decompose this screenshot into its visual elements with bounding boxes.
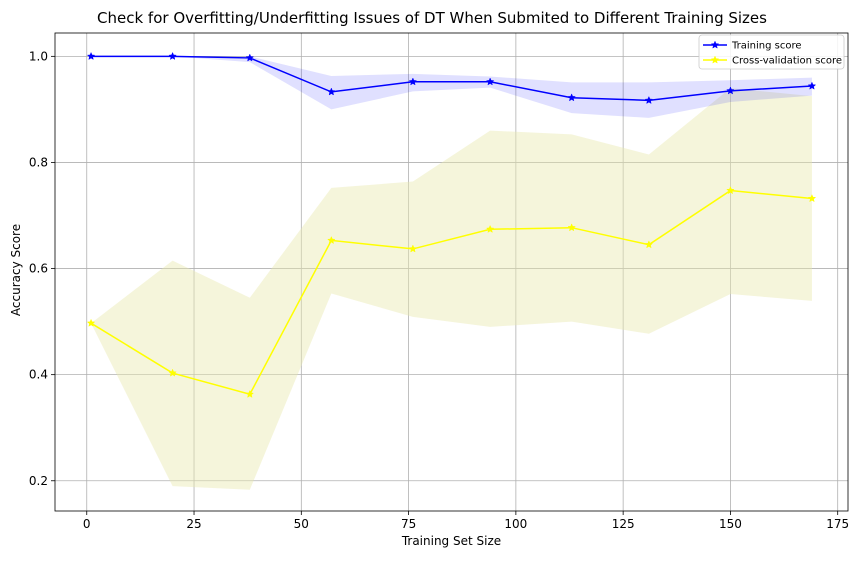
series-markers <box>86 51 817 398</box>
training-scorepoint <box>245 53 255 62</box>
x-tick-label: 50 <box>294 517 309 531</box>
legend-marker-cross-validation-score <box>710 55 720 64</box>
legend-marker-training-score <box>710 40 720 49</box>
training-scorepoint <box>86 51 96 60</box>
series-lines <box>90 55 813 396</box>
legend-label: Training score <box>731 41 802 52</box>
training-scorepoint <box>485 77 495 86</box>
y-axis-label: Accuracy Score <box>9 224 23 316</box>
training-scoreband <box>91 56 812 118</box>
x-tick-label: 0 <box>83 517 91 531</box>
x-tick-label: 150 <box>719 517 742 531</box>
cross-validation-scorepoint <box>86 318 96 327</box>
x-tick-label: 100 <box>504 517 527 531</box>
training-scorepoint <box>168 51 177 60</box>
training-scorepoint <box>644 95 654 104</box>
cross-validation-scorepoint <box>644 240 654 249</box>
cross-validation-scorepoint <box>485 224 495 233</box>
x-tick-label: 25 <box>186 517 201 531</box>
cross-validation-scorepoint <box>245 389 255 398</box>
axes-frame <box>54 32 849 512</box>
y-tick-label: 1.0 <box>29 49 48 63</box>
y-tick-label: 0.4 <box>29 368 48 382</box>
training-scorepoint <box>807 81 817 90</box>
training-scorepoint <box>408 77 418 86</box>
x-axis-ticks: 0 25 50 75 100 125 150 175 <box>83 511 849 531</box>
training-scoreline <box>91 55 812 102</box>
legend: Training score Cross-validation score <box>698 34 845 70</box>
std-bands <box>91 56 812 490</box>
legend-box <box>698 34 845 70</box>
cross-validation-scorepoint <box>327 235 336 245</box>
cross-validation-scorepoint <box>408 244 418 253</box>
training-scorepoint <box>567 93 576 102</box>
y-axis-ticks: 0.2 0.4 0.6 0.8 1.0 <box>29 49 55 488</box>
x-axis-label: Training Set Size <box>401 534 501 548</box>
cross-validation-scorepoint <box>168 368 177 377</box>
cross-validation-scorepoint <box>567 223 576 232</box>
cross-validation-scoreband <box>91 88 812 490</box>
cross-validation-scorepoint <box>807 194 817 203</box>
x-tick-label: 75 <box>401 517 416 531</box>
y-tick-label: 0.2 <box>29 474 48 488</box>
chart-title: Check for Overfitting/Underfitting Issue… <box>97 9 767 27</box>
y-tick-label: 0.6 <box>29 262 48 276</box>
training-scorepoint <box>327 87 336 96</box>
legend-label: Cross-validation score <box>732 56 842 67</box>
x-tick-label: 175 <box>826 517 849 531</box>
x-tick-label: 125 <box>612 517 635 531</box>
cross-validation-scorepoint <box>726 186 735 195</box>
training-scorepoint <box>726 86 735 95</box>
y-tick-label: 0.8 <box>29 155 48 169</box>
cross-validation-scoreline <box>90 189 813 396</box>
